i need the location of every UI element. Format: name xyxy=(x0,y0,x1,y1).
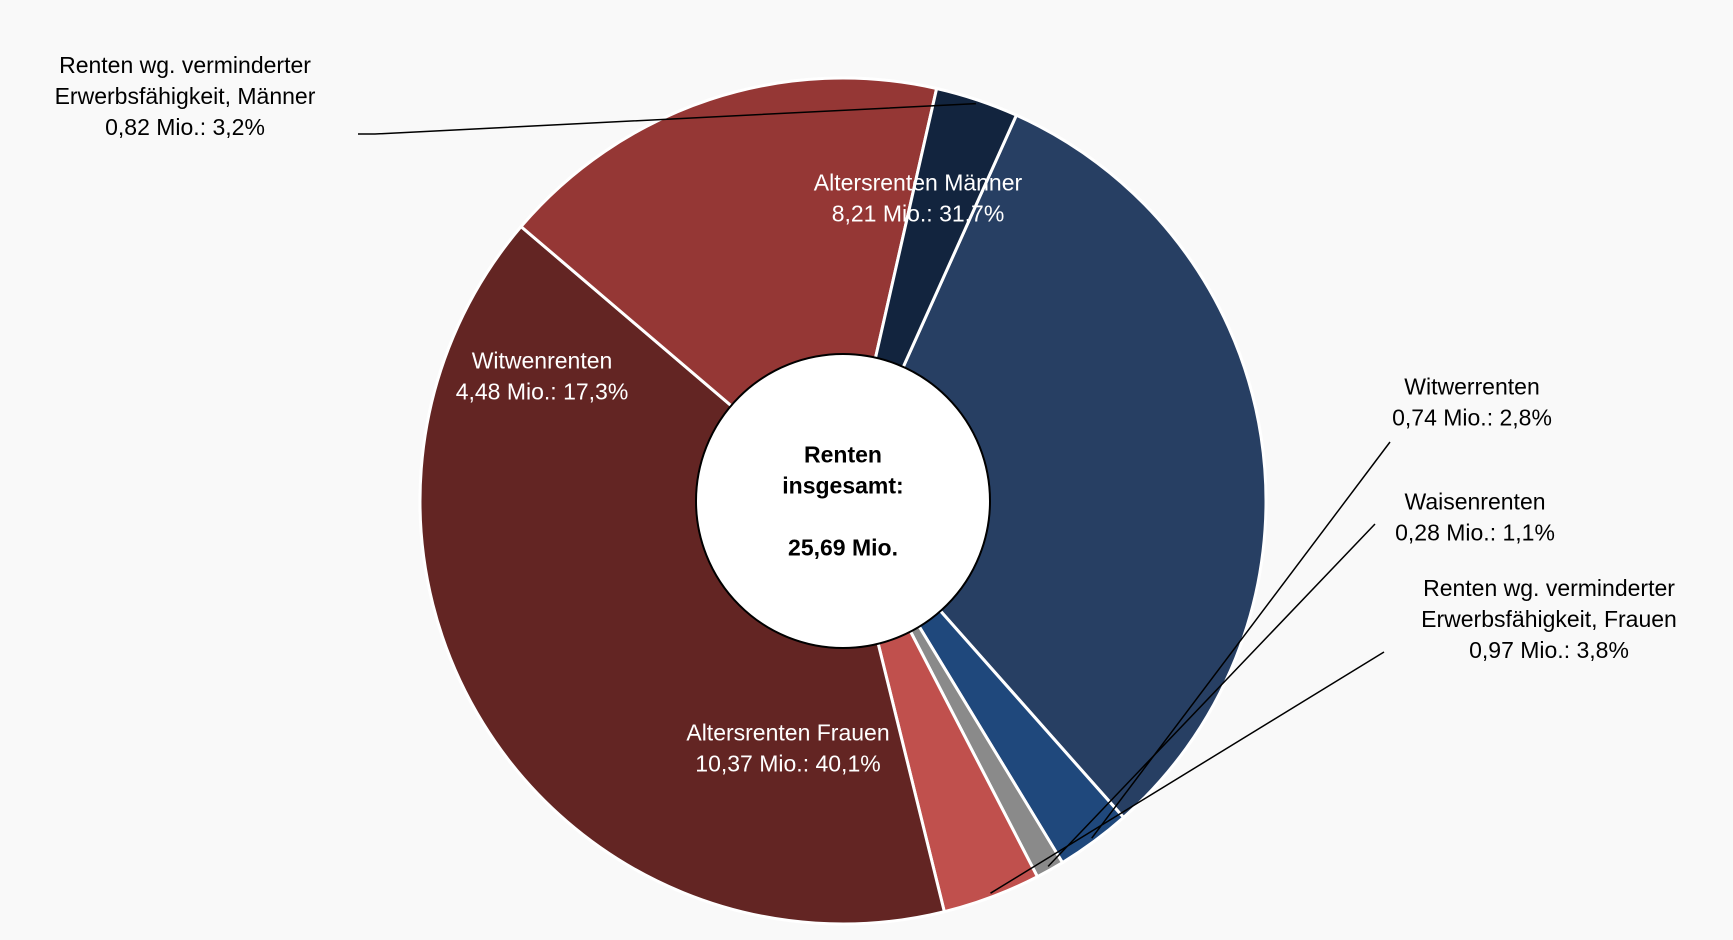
slice-label-line: Altersrenten Männer xyxy=(814,170,1023,196)
slices-layer xyxy=(418,76,1268,926)
center-total-label: Renten insgesamt: 25,69 Mio. xyxy=(782,442,903,561)
center-hole xyxy=(695,353,991,649)
slice-label-line: Altersrenten Frauen xyxy=(686,720,889,746)
slice-label-line: 0,74 Mio.: 2,8% xyxy=(1392,405,1552,431)
slice-label-altersrenten-frauen: Altersrenten Frauen 10,37 Mio.: 40,1% xyxy=(686,720,889,777)
leader-lines-layer xyxy=(358,102,1391,894)
leader-line-waisenrenten xyxy=(1047,523,1376,867)
slice-label-witwerrenten: Witwerrenten 0,74 Mio.: 2,8% xyxy=(1392,374,1552,431)
slice-label-line: 0,82 Mio.: 3,2% xyxy=(105,114,265,140)
slice-label-witwenrenten: Witwenrenten 4,48 Mio.: 17,3% xyxy=(456,348,629,405)
slice-label-line: Witwerrenten xyxy=(1404,374,1539,400)
pie-slice-altersrenten-frauen xyxy=(418,225,946,926)
center-total-line: 25,69 Mio. xyxy=(788,535,898,561)
slice-label-line: 8,21 Mio.: 31,7% xyxy=(832,201,1005,227)
slice-label-altersrenten-maenner: Altersrenten Männer 8,21 Mio.: 31,7% xyxy=(814,170,1023,227)
leader-line-renten-wg-verminderter-erwerbsfaehigkeit-frauen xyxy=(990,651,1385,894)
leader-line-renten-wg-verminderter-erwerbsfaehigkeit-maenner xyxy=(358,102,976,135)
slice-label-line: 0,28 Mio.: 1,1% xyxy=(1395,520,1555,546)
slice-label-line: Renten wg. verminderter xyxy=(59,52,311,78)
pie-slice-altersrenten-maenner xyxy=(841,113,1268,820)
slice-label-line: Waisenrenten xyxy=(1404,489,1545,515)
slice-labels-layer: Altersrenten Männer 8,21 Mio.: 31,7% Witwe… xyxy=(55,52,1677,777)
center-total-line: insgesamt: xyxy=(782,473,903,499)
slice-label-line: Erwerbsfähigkeit, Männer xyxy=(55,83,316,109)
center-total-line: Renten xyxy=(804,442,882,468)
slice-label-line: 4,48 Mio.: 17,3% xyxy=(456,379,629,405)
slice-label-line: 0,97 Mio.: 3,8% xyxy=(1469,637,1629,663)
slice-label-renten-wg-verminderter-erwerbsfaehigkeit-maenner: Renten wg. verminderter Erwerbsfähigkeit,… xyxy=(55,52,316,140)
center-total: Renten insgesamt: 25,69 Mio. xyxy=(695,353,991,649)
slice-label-line: 10,37 Mio.: 40,1% xyxy=(695,751,880,777)
slice-label-renten-wg-verminderter-erwerbsfaehigkeit-frauen: Renten wg. verminderter Erwerbsfähigkeit,… xyxy=(1421,575,1677,663)
slice-label-waisenrenten: Waisenrenten 0,28 Mio.: 1,1% xyxy=(1395,489,1555,546)
slice-label-line: Renten wg. verminderter xyxy=(1423,575,1675,601)
slice-label-line: Witwenrenten xyxy=(472,348,613,374)
leader-line-witwerrenten xyxy=(1091,441,1391,839)
slice-label-line: Erwerbsfähigkeit, Frauen xyxy=(1421,606,1677,632)
